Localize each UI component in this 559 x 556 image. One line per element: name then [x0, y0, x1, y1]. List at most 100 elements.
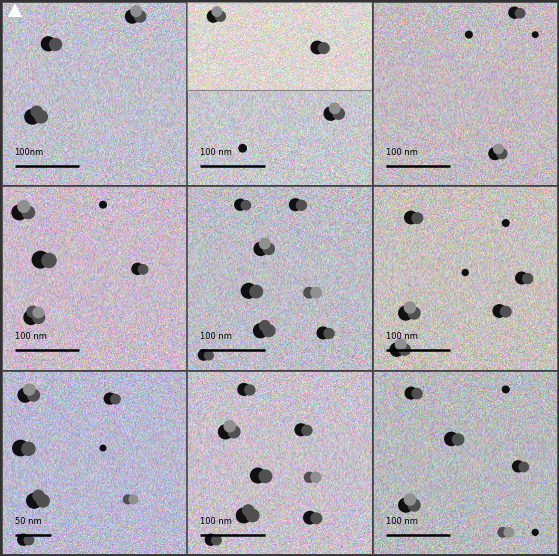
Circle shape [18, 201, 30, 212]
Circle shape [254, 242, 267, 255]
Text: 100 nm: 100 nm [386, 332, 418, 341]
Circle shape [239, 145, 247, 152]
Circle shape [532, 529, 538, 535]
Circle shape [205, 351, 214, 360]
Text: 100 nm: 100 nm [386, 148, 418, 157]
Circle shape [24, 535, 34, 545]
Circle shape [408, 307, 420, 319]
Circle shape [212, 535, 221, 545]
Circle shape [207, 11, 219, 22]
Circle shape [500, 306, 511, 317]
Circle shape [404, 494, 415, 505]
Circle shape [37, 495, 49, 507]
Circle shape [466, 31, 472, 38]
Circle shape [319, 43, 329, 53]
Circle shape [395, 339, 406, 350]
Text: 50 nm: 50 nm [15, 517, 41, 526]
Circle shape [236, 508, 251, 523]
Circle shape [238, 384, 250, 395]
Circle shape [513, 461, 524, 472]
Circle shape [519, 462, 528, 471]
Circle shape [13, 440, 29, 456]
Circle shape [212, 7, 221, 16]
Text: 100 nm: 100 nm [200, 517, 232, 526]
Circle shape [228, 426, 240, 438]
Circle shape [111, 394, 120, 404]
Circle shape [533, 32, 538, 37]
Circle shape [41, 37, 55, 51]
Circle shape [126, 10, 139, 23]
Circle shape [243, 505, 254, 516]
Circle shape [247, 509, 259, 522]
Circle shape [296, 200, 306, 210]
Circle shape [515, 8, 525, 18]
Circle shape [32, 251, 49, 268]
Circle shape [263, 243, 274, 255]
Circle shape [18, 388, 32, 402]
Text: 100 nm: 100 nm [200, 332, 232, 341]
Circle shape [219, 425, 233, 439]
Circle shape [497, 148, 507, 158]
Circle shape [311, 513, 322, 524]
Circle shape [22, 206, 35, 219]
Circle shape [42, 254, 56, 267]
Circle shape [259, 321, 270, 331]
Circle shape [129, 495, 138, 504]
Circle shape [494, 145, 503, 153]
Circle shape [503, 220, 509, 226]
Circle shape [408, 499, 420, 511]
Circle shape [452, 434, 464, 445]
Circle shape [445, 433, 458, 445]
Circle shape [131, 6, 141, 17]
Circle shape [241, 284, 256, 298]
Circle shape [333, 108, 344, 119]
Circle shape [235, 199, 246, 210]
Circle shape [489, 148, 501, 160]
Circle shape [509, 7, 520, 18]
Circle shape [305, 473, 314, 483]
Circle shape [23, 384, 35, 395]
Circle shape [245, 385, 255, 395]
Circle shape [35, 111, 48, 123]
Circle shape [250, 468, 266, 483]
Text: 100 nm: 100 nm [200, 148, 232, 157]
Circle shape [100, 445, 106, 451]
Circle shape [295, 424, 307, 435]
Circle shape [304, 512, 316, 524]
Circle shape [100, 201, 106, 208]
Text: 100 nm: 100 nm [15, 332, 46, 341]
Circle shape [241, 201, 250, 210]
Circle shape [399, 306, 413, 320]
Circle shape [324, 329, 334, 339]
Circle shape [290, 199, 301, 211]
Circle shape [12, 205, 27, 220]
Text: 100nm: 100nm [15, 148, 44, 157]
Circle shape [329, 103, 340, 113]
Circle shape [25, 110, 40, 124]
Circle shape [399, 344, 410, 355]
Circle shape [139, 265, 148, 274]
Circle shape [27, 306, 39, 317]
Circle shape [215, 11, 225, 21]
Circle shape [412, 389, 422, 399]
Circle shape [27, 389, 40, 401]
Circle shape [198, 350, 209, 360]
Circle shape [263, 325, 275, 336]
Circle shape [462, 270, 468, 275]
Circle shape [33, 307, 44, 318]
Circle shape [304, 287, 315, 298]
Bar [187, 2, 372, 90]
Circle shape [254, 324, 268, 337]
Circle shape [302, 425, 312, 435]
Circle shape [311, 287, 321, 298]
Circle shape [250, 285, 263, 298]
Circle shape [504, 528, 514, 537]
Circle shape [412, 213, 423, 224]
Circle shape [124, 495, 132, 504]
Circle shape [135, 11, 146, 22]
Circle shape [105, 393, 115, 404]
Circle shape [390, 343, 404, 356]
Circle shape [498, 528, 508, 537]
Circle shape [405, 211, 417, 224]
Circle shape [22, 442, 35, 455]
